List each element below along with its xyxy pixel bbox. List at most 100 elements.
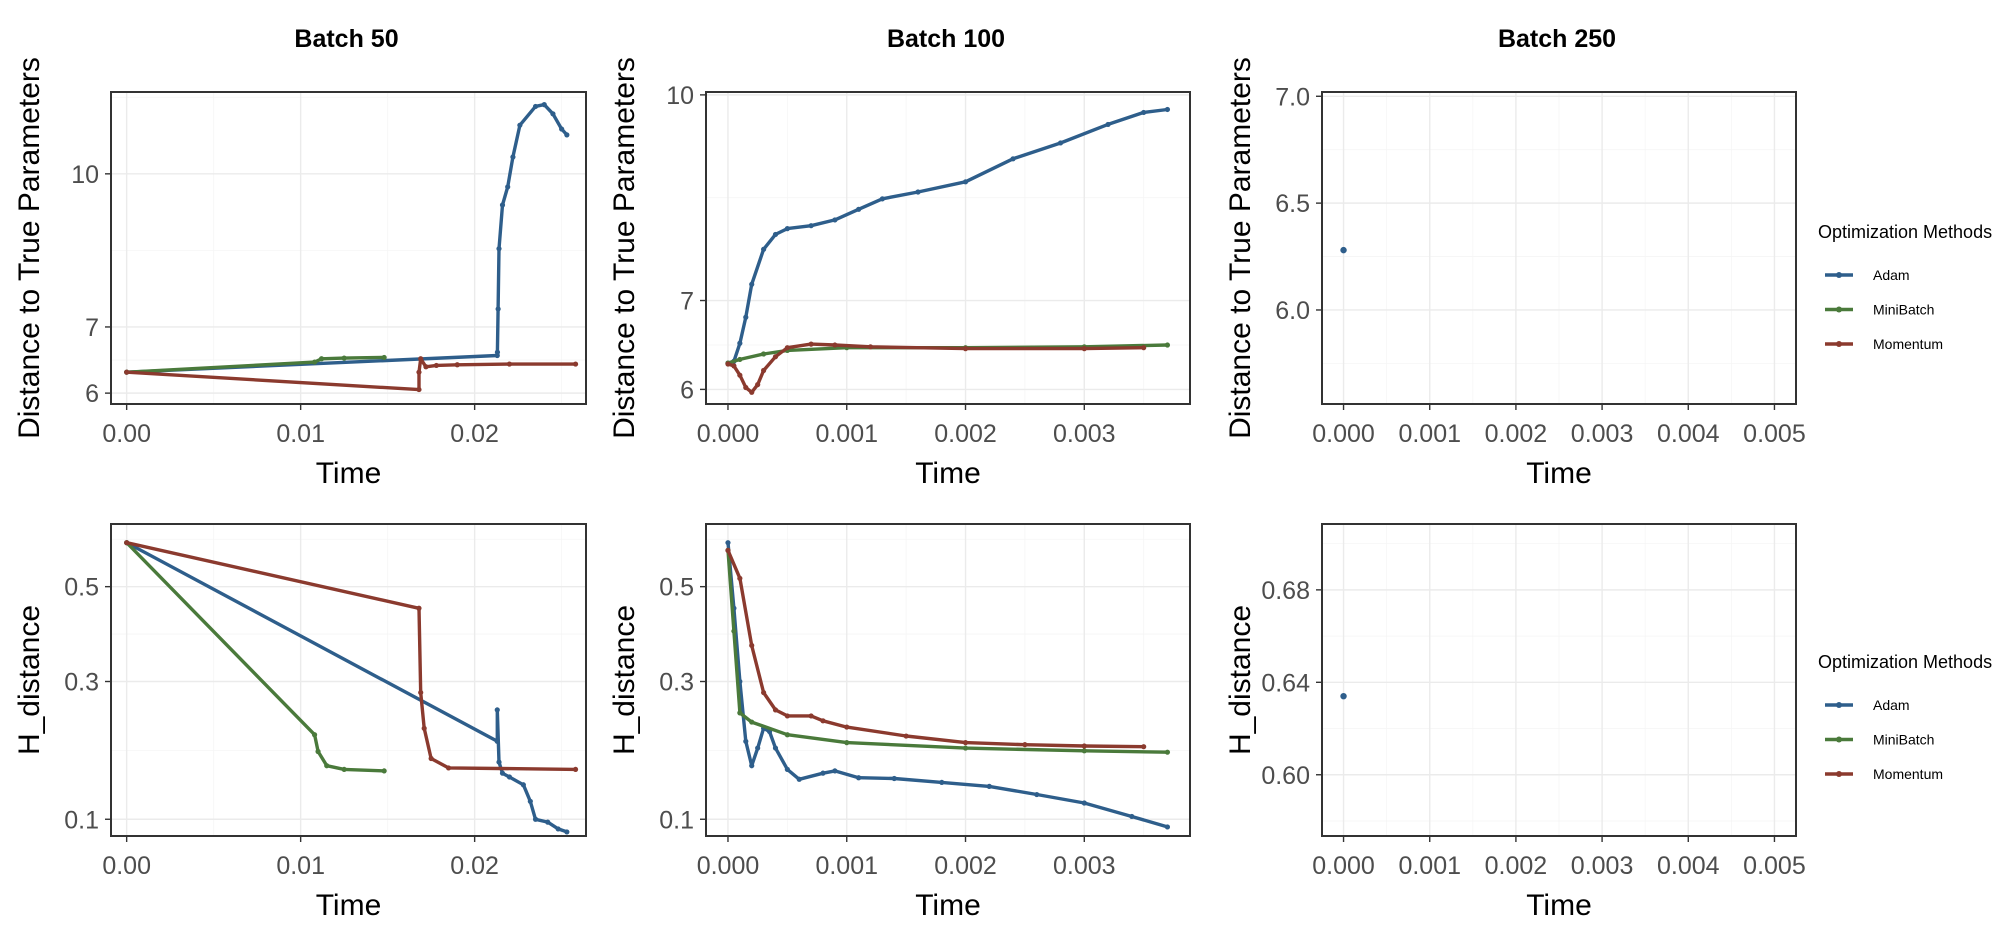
x-tick-label: 0.002 xyxy=(934,852,997,880)
x-axis-label: Time xyxy=(915,457,981,490)
data-point-adam xyxy=(879,196,885,202)
series-line-momentum xyxy=(726,548,1146,749)
data-point-adam xyxy=(761,246,767,252)
data-point-momentum xyxy=(124,369,130,375)
y-axis-label: Distance to True Parameters xyxy=(13,57,46,439)
data-point-adam xyxy=(755,745,761,751)
data-point-momentum xyxy=(731,363,737,369)
panel-border xyxy=(705,523,1191,837)
data-point-momentum xyxy=(416,369,422,375)
data-point-adam xyxy=(550,111,556,117)
x-tick-label: 0.000 xyxy=(1312,852,1375,880)
legend: Optimization Methods Adam MiniBatch Momentu… xyxy=(1818,222,1992,352)
data-point-adam xyxy=(1010,156,1016,162)
y-tick-label: 7 xyxy=(85,314,99,342)
x-tick-label: 0.003 xyxy=(1053,852,1116,880)
data-point-adam xyxy=(1034,791,1040,798)
data-point-adam xyxy=(499,770,506,776)
data-point-adam xyxy=(1141,109,1147,116)
data-point-momentum xyxy=(832,342,838,348)
x-tick-label: 0.01 xyxy=(276,420,325,448)
panel-b250-dist: 0.000 0.001 0.002 0.003 0.004 0.005 6.0 6.5 7.0 T… xyxy=(1224,25,1806,490)
panel-b100-dist: 0.000 0.001 0.002 0.003 6 7 10 Time Distance to … xyxy=(608,25,1191,490)
data-point-adam xyxy=(832,768,838,774)
data-point-momentum xyxy=(784,713,790,719)
data-point-adam xyxy=(545,819,551,825)
x-tick-label: 0.001 xyxy=(1398,852,1461,880)
x-tick-label: 0.01 xyxy=(276,852,325,880)
data-point-adam xyxy=(532,103,539,110)
data-point-momentum xyxy=(416,386,422,393)
data-point-momentum xyxy=(743,384,749,391)
legend-key-point-minibatch xyxy=(1836,306,1842,313)
data-point-momentum xyxy=(755,382,761,388)
legend-key-point-adam xyxy=(1836,272,1842,278)
y-axis-label: H_distance xyxy=(13,605,46,755)
x-tick-label: 0.003 xyxy=(1053,420,1116,448)
data-point-momentum xyxy=(737,372,743,378)
data-point-momentum xyxy=(433,362,439,369)
data-point-minibatch xyxy=(737,710,743,716)
y-tick-label: 0.3 xyxy=(64,669,99,697)
legend-key-point-minibatch xyxy=(1836,736,1842,743)
legend-key-point-adam xyxy=(1836,702,1842,708)
legend-label-minibatch: MiniBatch xyxy=(1873,732,1934,748)
x-axis-label: Time xyxy=(1526,889,1592,922)
y-tick-label: 0.1 xyxy=(659,806,694,834)
data-point-adam xyxy=(1081,800,1087,806)
data-point-adam xyxy=(832,217,838,223)
data-point-momentum xyxy=(737,575,743,581)
panel-b250-h: 0.000 0.001 0.002 0.003 0.004 0.005 0.60 0.64 0.… xyxy=(1224,523,1806,922)
x-axis-label: Time xyxy=(1526,457,1592,490)
y-tick-label: 6 xyxy=(85,380,99,408)
data-point-momentum xyxy=(572,361,579,367)
data-point-minibatch xyxy=(318,356,325,362)
data-point-minibatch xyxy=(731,628,737,634)
y-tick-label: 0.64 xyxy=(1261,669,1310,697)
data-point-adam xyxy=(1164,106,1171,113)
data-point-momentum xyxy=(506,361,513,367)
data-point-adam xyxy=(784,766,790,773)
series-layer xyxy=(124,540,579,835)
data-point-adam xyxy=(559,126,565,132)
data-point-adam xyxy=(496,246,502,252)
y-axis-label: Distance to True Parameters xyxy=(1224,57,1257,439)
data-point-momentum xyxy=(1081,743,1087,749)
x-tick-label: 0.003 xyxy=(1571,852,1634,880)
data-point-adam xyxy=(499,202,506,208)
data-point-momentum xyxy=(428,755,434,762)
panel-b50-h: 0.00 0.01 0.02 0.1 0.3 0.5 Time H_distance xyxy=(13,523,587,922)
y-tick-label: 7.0 xyxy=(1275,83,1310,111)
data-point-momentum xyxy=(1081,345,1087,352)
x-tick-label: 0.00 xyxy=(102,420,151,448)
data-point-adam xyxy=(541,102,547,108)
legend-key-point-momentum xyxy=(1836,771,1842,777)
panel-b50-dist: 0.00 0.01 0.02 6 7 10 Time Distance to True Par… xyxy=(13,25,587,490)
data-point-adam xyxy=(772,231,779,238)
data-point-minibatch xyxy=(761,351,767,357)
data-point-adam xyxy=(856,206,862,212)
panel-border xyxy=(1321,91,1797,405)
data-point-adam xyxy=(505,184,511,190)
data-point-momentum xyxy=(124,540,130,546)
data-point-momentum xyxy=(784,345,790,351)
x-tick-label: 0.02 xyxy=(450,852,499,880)
y-tick-label: 0.68 xyxy=(1261,577,1310,605)
data-point-adam xyxy=(495,306,501,312)
data-point-momentum xyxy=(867,344,874,350)
plot-background xyxy=(706,92,1190,404)
panels: 0.00 0.01 0.02 6 7 10 Time Distance to True Par… xyxy=(13,25,1806,922)
data-point-minibatch xyxy=(1164,749,1171,755)
data-point-momentum xyxy=(421,725,427,731)
data-point-minibatch xyxy=(844,740,850,746)
x-axis-label: Time xyxy=(316,457,382,490)
y-tick-label: 6.0 xyxy=(1275,297,1310,325)
data-point-adam xyxy=(532,816,539,822)
legend-key-point-momentum xyxy=(1836,341,1842,347)
data-point-momentum xyxy=(844,724,850,730)
series-layer xyxy=(1340,692,1347,700)
data-point-momentum xyxy=(1141,744,1147,750)
data-point-adam xyxy=(784,226,790,232)
x-axis-label: Time xyxy=(316,889,382,922)
legends: Optimization Methods Adam MiniBatch Momentu… xyxy=(1818,222,1992,782)
